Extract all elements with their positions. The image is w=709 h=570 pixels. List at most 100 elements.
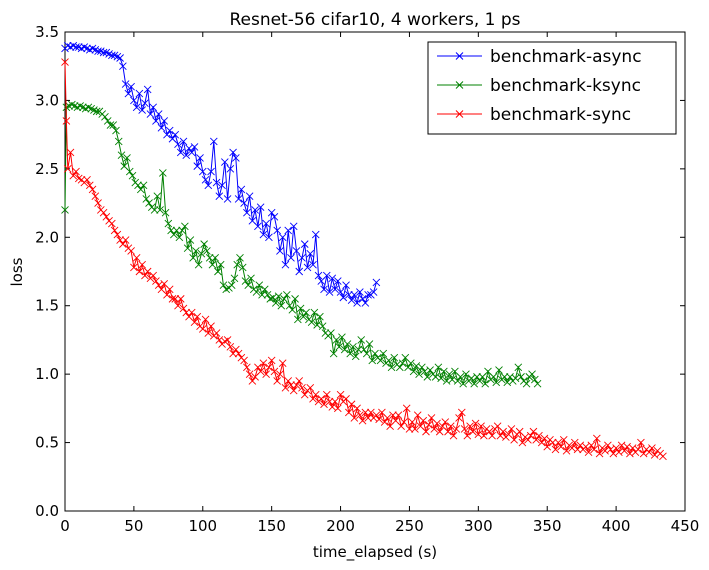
data-point-marker	[347, 296, 356, 305]
data-point-marker	[452, 425, 461, 433]
data-point-marker	[639, 449, 648, 458]
data-point-marker	[260, 285, 269, 294]
data-point-marker	[320, 400, 328, 409]
data-point-marker	[248, 377, 257, 385]
data-point-marker	[419, 416, 428, 425]
data-point-marker	[278, 359, 287, 368]
data-point-marker	[88, 185, 97, 194]
data-point-marker	[146, 110, 155, 118]
data-point-marker	[309, 394, 317, 403]
data-point-marker	[190, 143, 199, 151]
data-point-marker	[254, 363, 262, 372]
data-point-marker	[171, 295, 180, 303]
data-point-marker	[276, 370, 284, 378]
data-point-marker	[369, 288, 378, 296]
data-point-marker	[554, 438, 563, 447]
data-point-marker	[444, 427, 452, 436]
data-point-marker	[154, 110, 163, 118]
x-tick-label: 200	[326, 517, 355, 535]
data-point-marker	[349, 342, 357, 351]
data-point-marker	[441, 418, 450, 426]
data-point-marker	[186, 236, 195, 244]
data-point-marker	[358, 295, 367, 303]
data-point-marker	[262, 219, 270, 228]
data-point-marker	[368, 356, 377, 365]
data-point-marker	[446, 422, 455, 430]
data-point-marker	[407, 359, 415, 368]
data-point-marker	[164, 219, 173, 228]
plot-area	[61, 41, 667, 461]
data-point-marker	[132, 103, 141, 112]
data-point-marker	[587, 441, 596, 450]
data-point-marker	[252, 288, 261, 296]
data-point-marker	[380, 418, 389, 426]
data-point-marker	[159, 169, 167, 177]
data-point-marker	[113, 230, 122, 239]
data-point-marker	[176, 295, 185, 303]
data-point-marker	[318, 322, 327, 331]
data-point-marker	[232, 154, 240, 162]
data-point-marker	[233, 260, 242, 269]
data-point-marker	[176, 148, 185, 157]
y-tick-label: 3.5	[35, 23, 59, 41]
data-point-marker	[306, 249, 315, 258]
data-point-marker	[123, 154, 131, 162]
data-point-marker	[62, 117, 71, 125]
data-point-marker	[335, 342, 343, 351]
data-point-marker	[357, 336, 366, 344]
data-point-marker	[138, 260, 146, 269]
data-point-marker	[105, 50, 113, 58]
data-point-marker	[418, 363, 426, 372]
data-point-marker	[244, 281, 253, 290]
y-tick-label: 2.5	[35, 160, 59, 178]
data-point-marker	[112, 126, 120, 135]
data-point-marker	[371, 349, 379, 358]
data-point-marker	[338, 333, 346, 342]
data-point-marker	[400, 418, 408, 426]
data-point-marker	[529, 427, 538, 436]
data-point-marker	[481, 379, 490, 388]
data-point-marker	[138, 106, 146, 114]
data-point-marker	[329, 349, 338, 358]
data-point-marker	[459, 379, 467, 388]
y-tick-label: 0.0	[35, 502, 59, 520]
data-point-marker	[160, 117, 169, 125]
data-point-marker	[163, 130, 171, 139]
data-point-marker	[236, 253, 244, 262]
data-point-marker	[259, 359, 268, 368]
data-point-marker	[343, 340, 352, 348]
data-point-marker	[273, 226, 281, 235]
data-point-marker	[149, 271, 157, 280]
data-point-marker	[63, 165, 72, 173]
data-point-marker	[533, 379, 542, 388]
data-point-marker	[477, 422, 485, 430]
data-point-marker	[659, 452, 667, 461]
data-point-marker	[375, 415, 383, 424]
y-axis-label: loss	[8, 257, 26, 286]
data-point-marker	[201, 175, 210, 184]
data-point-marker	[204, 181, 213, 190]
data-point-marker	[320, 285, 328, 294]
legend-label: benchmark-ksync	[490, 76, 641, 96]
data-point-marker	[615, 448, 623, 456]
data-point-marker	[350, 290, 359, 299]
data-point-marker	[152, 277, 160, 285]
data-point-marker	[211, 253, 219, 262]
data-point-marker	[466, 422, 474, 430]
data-point-marker	[161, 208, 170, 217]
data-point-marker	[354, 345, 363, 354]
data-point-marker	[167, 226, 175, 235]
data-point-marker	[196, 154, 204, 162]
data-point-marker	[645, 448, 653, 456]
series-benchmark-ksync	[61, 100, 542, 388]
data-point-marker	[136, 185, 145, 194]
data-point-marker	[648, 444, 656, 452]
data-point-marker	[128, 171, 137, 180]
data-point-marker	[345, 290, 353, 299]
data-point-marker	[351, 352, 360, 361]
data-point-marker	[124, 89, 133, 98]
data-point-marker	[135, 267, 144, 276]
data-point-marker	[294, 315, 302, 324]
data-point-marker	[548, 438, 557, 447]
data-point-marker	[394, 411, 403, 420]
